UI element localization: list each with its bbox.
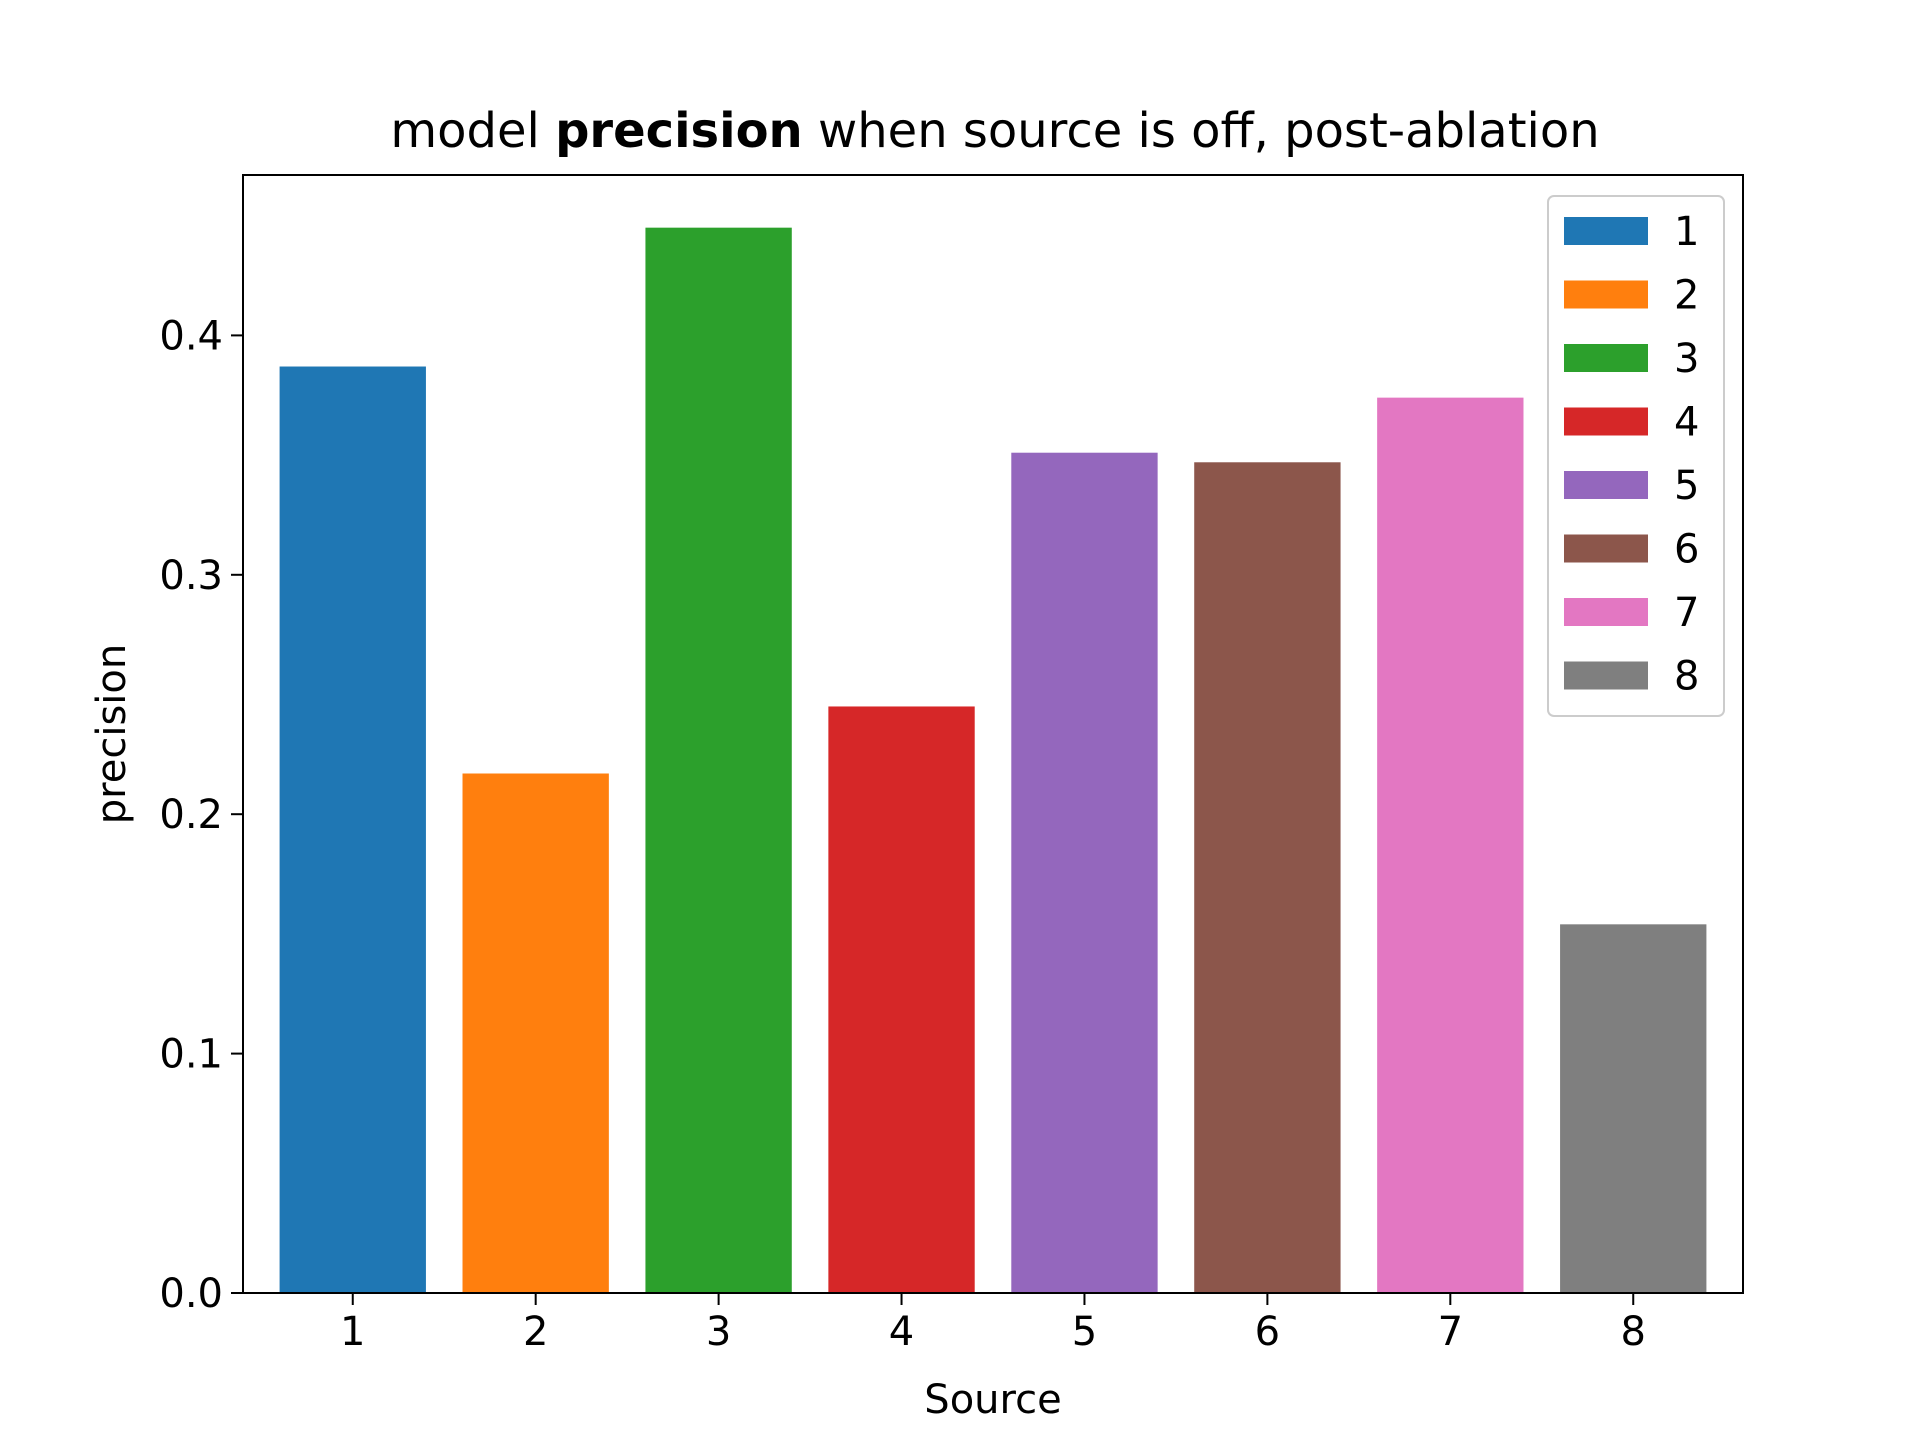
chart-title-suffix: when source is off, post-ablation (803, 103, 1600, 159)
bar-6 (1194, 462, 1341, 1293)
legend-label-8: 8 (1674, 654, 1699, 700)
legend-label-2: 2 (1674, 273, 1699, 319)
x-tick-label: 8 (1621, 1309, 1646, 1355)
legend: 1 2 3 4 5 6 7 8 (1547, 195, 1725, 717)
legend-swatch-8 (1564, 661, 1648, 690)
bar-5 (1011, 452, 1158, 1294)
y-tick-label: 0.2 (159, 792, 223, 838)
legend-label-1: 1 (1674, 209, 1699, 255)
plot-frame (242, 174, 1744, 1294)
bar-1 (279, 366, 426, 1293)
x-axis: 1 2 3 4 5 6 7 8 (340, 1293, 1646, 1355)
x-tick-label: 3 (706, 1309, 731, 1355)
legend-swatch-5 (1564, 471, 1648, 499)
chart-title-bold: precision (555, 103, 803, 159)
bar-2 (462, 773, 609, 1293)
bar-7 (1377, 397, 1524, 1293)
x-tick-label: 2 (523, 1309, 548, 1355)
legend-swatch-2 (1564, 280, 1648, 309)
legend-frame (1547, 195, 1725, 717)
legend-swatch-4 (1564, 407, 1648, 436)
x-tick-label: 5 (1072, 1309, 1097, 1355)
bar-4 (828, 706, 975, 1293)
legend-swatch-1 (1564, 217, 1648, 245)
legend-swatch-6 (1564, 534, 1648, 563)
y-axis-title: precision (89, 644, 135, 824)
legend-label-4: 4 (1674, 400, 1699, 446)
legend-label-5: 5 (1674, 463, 1699, 509)
legend-label-3: 3 (1674, 336, 1699, 382)
bars-group (279, 227, 1707, 1294)
y-tick-label: 0.3 (159, 553, 223, 599)
x-tick-label: 4 (889, 1309, 914, 1355)
chart-title-prefix: model (390, 103, 555, 159)
chart-title: model precision when source is off, post… (390, 103, 1599, 159)
y-tick-label: 0.1 (159, 1032, 223, 1078)
y-tick-label: 0.0 (159, 1271, 223, 1317)
bar-3 (645, 227, 792, 1293)
x-tick-label: 6 (1255, 1309, 1280, 1355)
legend-label-7: 7 (1674, 590, 1699, 636)
legend-label-6: 6 (1674, 527, 1699, 573)
y-tick-label: 0.4 (159, 313, 223, 359)
bar-8 (1560, 924, 1707, 1293)
x-tick-label: 1 (340, 1309, 365, 1355)
x-tick-label: 7 (1438, 1309, 1463, 1355)
y-axis: 0.0 0.1 0.2 0.3 0.4 (159, 313, 243, 1317)
legend-swatch-7 (1564, 598, 1648, 626)
x-axis-title: Source (924, 1377, 1061, 1423)
legend-swatch-3 (1564, 344, 1648, 372)
